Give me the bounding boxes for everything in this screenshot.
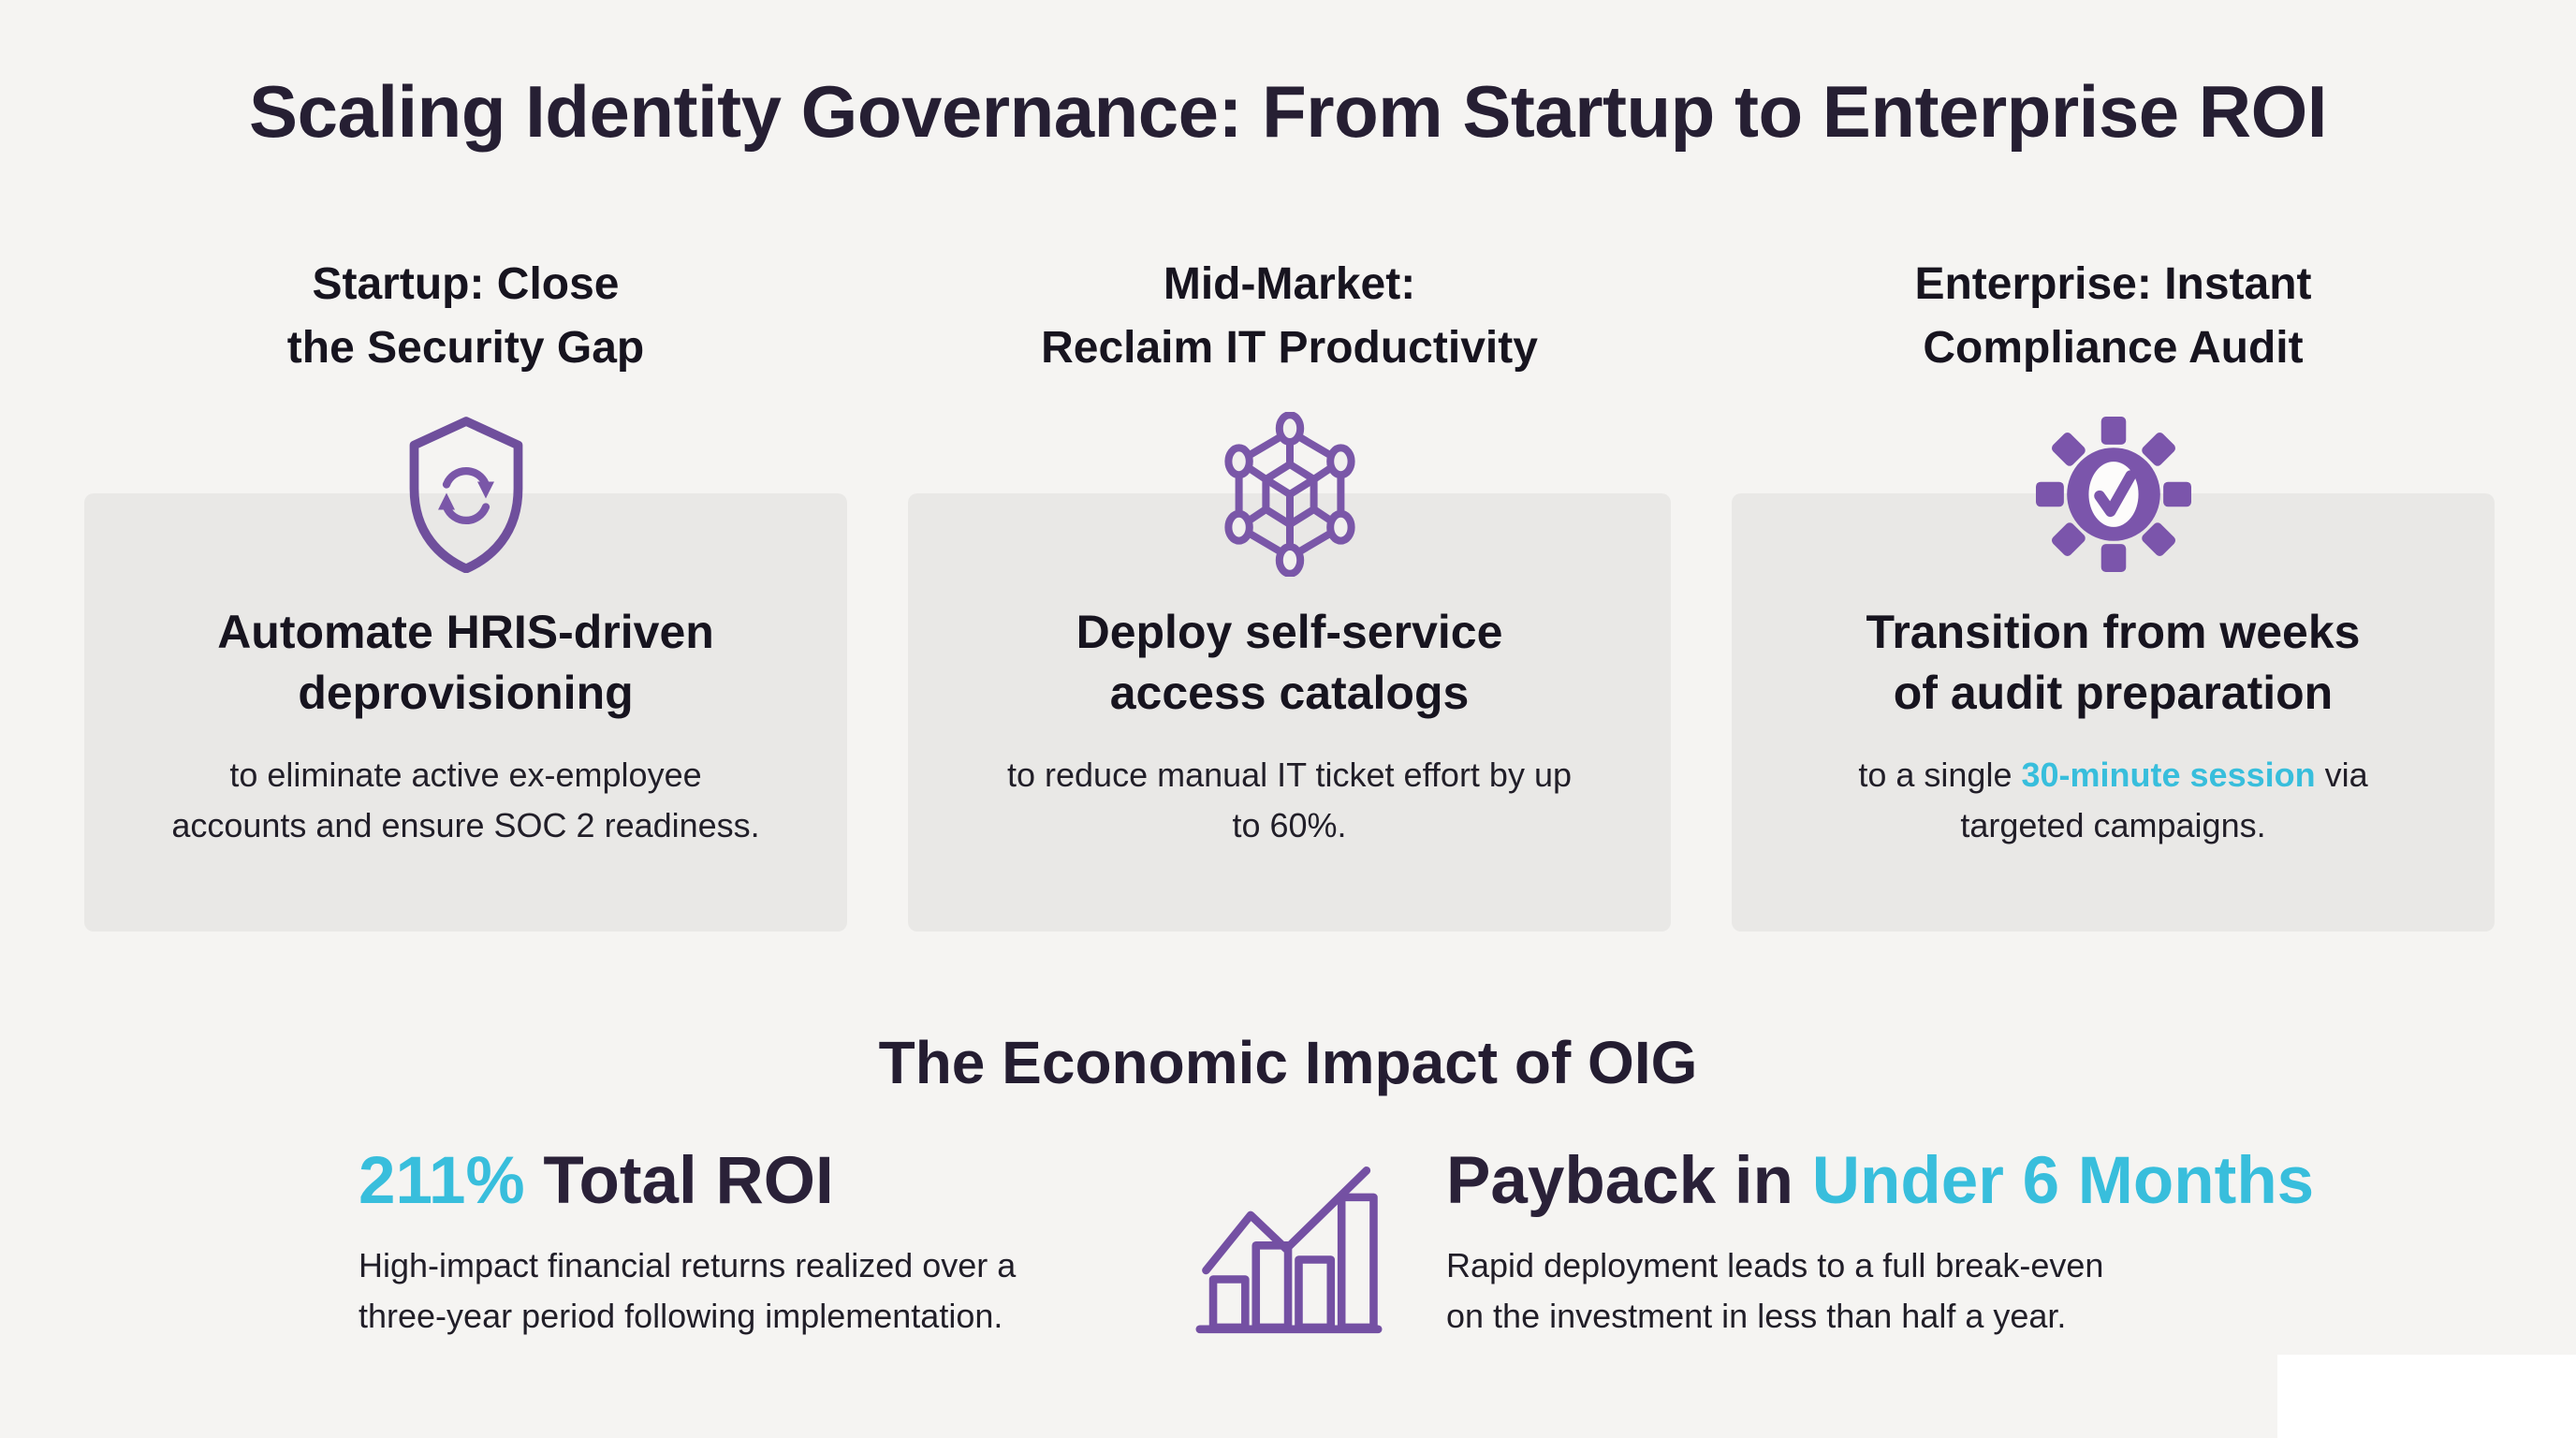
page-title: Scaling Identity Governance: From Startu… [249, 70, 2327, 153]
roi-stat-line: 211% Total ROI [359, 1148, 1016, 1214]
mid-market-card-title: Deploy self-service access catalogs [908, 602, 1671, 724]
gear-check-icon [2035, 416, 2191, 572]
mid-market-card-body-text: to reduce manual IT ticket effort by up … [1007, 756, 1572, 844]
column-mid-market-header-line1: Mid-Market: [1163, 259, 1416, 309]
enterprise-card-title-line2: of audit preparation [1893, 667, 2334, 719]
roi-stat-label: Total ROI [524, 1144, 834, 1218]
payback-stat-block: Payback in Under 6 Months Rapid deployme… [1446, 1148, 2314, 1342]
payback-stat-line: Payback in Under 6 Months [1446, 1148, 2314, 1214]
roi-stat-value: 211% [359, 1144, 525, 1218]
column-startup: Startup: Close the Security Gap Automate… [84, 253, 847, 932]
startup-card-body: to eliminate active ex-employee accounts… [167, 750, 766, 851]
column-enterprise-header-line1: Enterprise: Instant [1914, 259, 2312, 309]
network-cube-icon-svg [1223, 411, 1355, 577]
growth-bar-chart-icon-svg [1195, 1167, 1383, 1334]
column-startup-header-line2: the Security Gap [286, 323, 645, 374]
column-enterprise-header-line2: Compliance Audit [1923, 323, 2304, 374]
growth-bar-chart-icon [1195, 1157, 1383, 1344]
mid-market-card-title-line2: access catalogs [1109, 667, 1470, 719]
startup-card-title: Automate HRIS-driven deprovisioning [84, 602, 847, 724]
roi-stat-desc-line1: High-impact financial returns realized o… [359, 1246, 1017, 1284]
shield-sync-icon-svg [409, 416, 522, 573]
enterprise-card-title: Transition from weeks of audit preparati… [1732, 602, 2495, 724]
roi-stat-description: High-impact financial returns realized o… [359, 1240, 1016, 1342]
column-mid-market-header-line2: Reclaim IT Productivity [1041, 323, 1538, 374]
startup-card-title-line2: deprovisioning [298, 667, 634, 719]
payback-stat-value: Under 6 Months [1811, 1144, 2315, 1218]
startup-card-body-text: to eliminate active ex-employee accounts… [171, 756, 760, 844]
enterprise-card-body-highlight: 30-minute session [2021, 756, 2316, 794]
column-startup-header: Startup: Close the Security Gap [287, 253, 644, 417]
enterprise-card-body: to a single 30-minute session via target… [1814, 750, 2413, 851]
enterprise-card-body-text: to a single [1858, 756, 2022, 794]
payback-stat-label: Payback in [1446, 1144, 1812, 1218]
column-startup-header-line1: Startup: Close [312, 259, 620, 309]
payback-stat-desc-line1: Rapid deployment leads to a full break-e… [1446, 1246, 2104, 1284]
roi-stat-desc-line2: three-year period following implementati… [359, 1297, 1003, 1335]
mid-market-card-body: to reduce manual IT ticket effort by up … [990, 750, 1589, 851]
shield-sync-icon [396, 416, 536, 573]
network-cube-icon [1215, 411, 1365, 577]
payback-stat-desc-line2: on the investment in less than half a ye… [1446, 1297, 2067, 1335]
column-enterprise: Enterprise: Instant Compliance Audit [1732, 253, 2495, 932]
column-mid-market: Mid-Market: Reclaim IT Productivity [908, 253, 1671, 932]
mid-market-card-title-line1: Deploy self-service [1076, 606, 1503, 658]
roi-stat-block: 211% Total ROI High-impact financial ret… [359, 1148, 1016, 1342]
tier-columns: Startup: Close the Security Gap Automate… [84, 253, 2495, 932]
gear-check-icon-svg [2035, 416, 2191, 572]
white-patch [2277, 1355, 2576, 1438]
column-mid-market-header: Mid-Market: Reclaim IT Productivity [1041, 253, 1538, 417]
enterprise-card-title-line1: Transition from weeks [1866, 606, 2361, 658]
column-enterprise-header: Enterprise: Instant Compliance Audit [1914, 253, 2311, 417]
payback-stat-description: Rapid deployment leads to a full break-e… [1446, 1240, 2314, 1342]
startup-card-title-line1: Automate HRIS-driven [217, 606, 714, 658]
enterprise-card-body-after: via targeted campaigns. [1960, 756, 2368, 844]
impact-section-title: The Economic Impact of OIG [878, 1029, 1698, 1096]
